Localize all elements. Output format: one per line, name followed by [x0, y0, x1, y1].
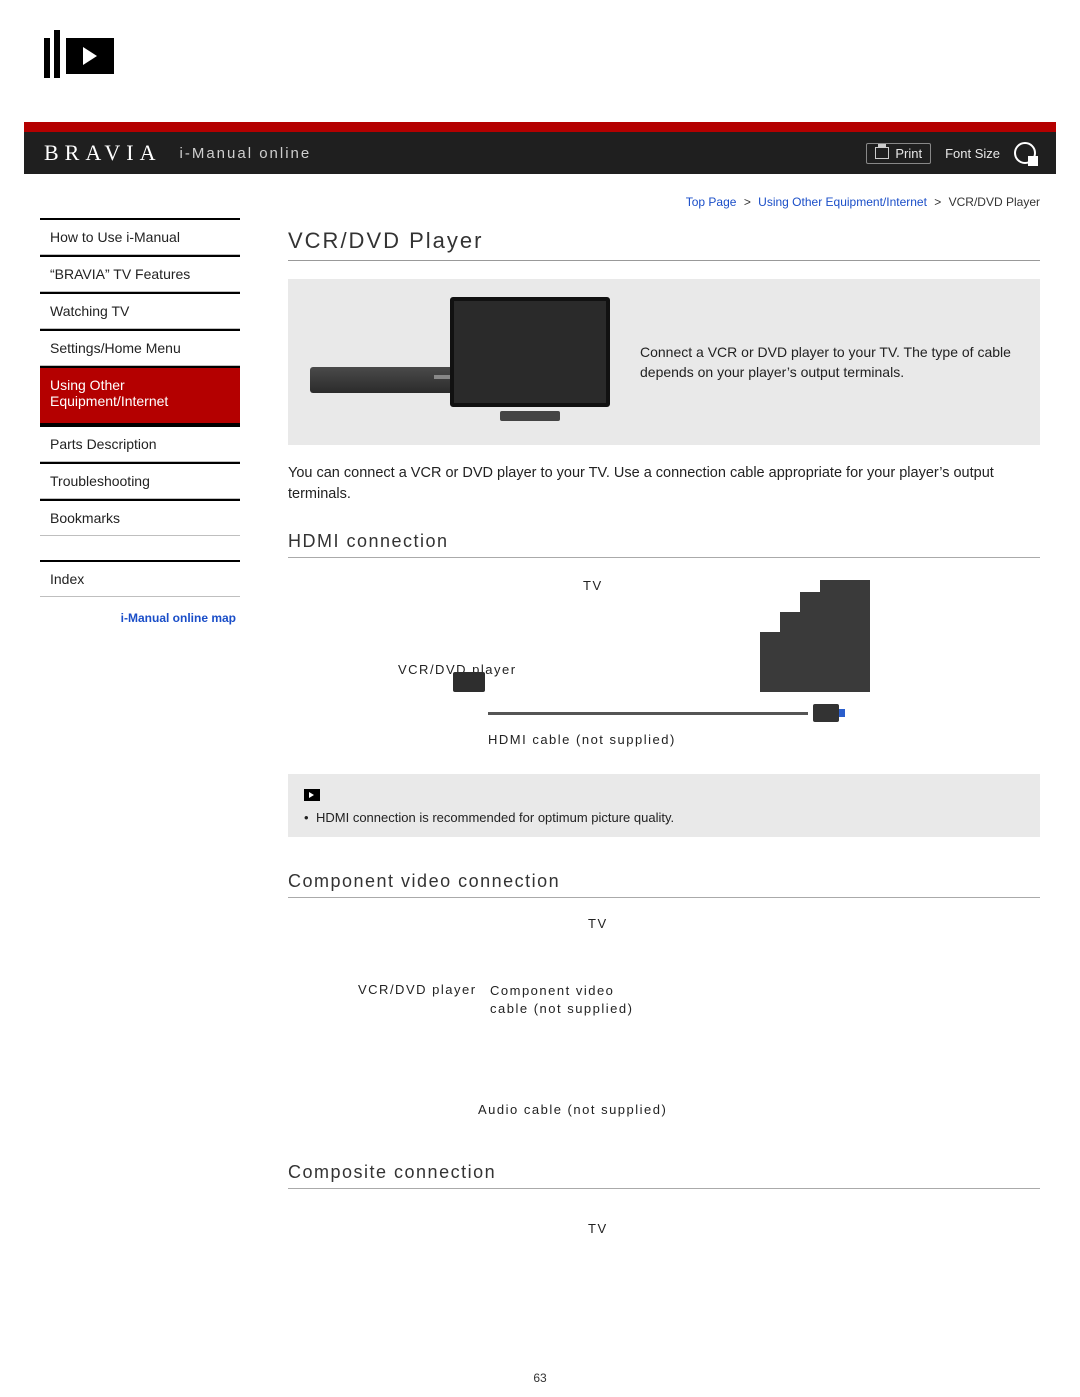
breadcrumb: Top Page > Using Other Equipment/Interne… [686, 195, 1040, 209]
sidebar-item-features[interactable]: “BRAVIA” TV Features [40, 255, 240, 292]
component-tv-label: TV [588, 916, 608, 931]
breadcrumb-leaf: VCR/DVD Player [949, 195, 1040, 209]
hdmi-tv-label: TV [583, 578, 603, 593]
sidebar-item-index[interactable]: Index [40, 560, 240, 597]
print-button[interactable]: Print [866, 143, 931, 164]
font-size-button[interactable]: Font Size [945, 146, 1000, 161]
breadcrumb-top[interactable]: Top Page [686, 195, 737, 209]
breadcrumb-sep: > [934, 195, 941, 209]
component-cable-label: Component video cable (not supplied) [490, 982, 650, 1018]
component-diagram: TV VCR/DVD player Component video cable … [288, 912, 1040, 1132]
print-label: Print [895, 146, 922, 161]
sidebar-item-how-to[interactable]: How to Use i-Manual [40, 218, 240, 255]
sidebar-item-settings[interactable]: Settings/Home Menu [40, 329, 240, 366]
page-title: VCR/DVD Player [288, 228, 1040, 261]
hdmi-tip-text: HDMI connection is recommended for optim… [316, 810, 674, 825]
hdmi-plug-icon [813, 704, 839, 722]
hdmi-cable-label: HDMI cable (not supplied) [488, 732, 676, 747]
hdmi-diagram: TV VCR/DVD player HDMI cable (not suppli… [288, 572, 1040, 762]
hdmi-cable-icon [488, 712, 808, 715]
sidebar-item-equipment[interactable]: Using Other Equipment/Internet [40, 366, 240, 425]
breadcrumb-sep: > [744, 195, 751, 209]
tv-rear-icon [760, 592, 870, 702]
intro-panel: Connect a VCR or DVD player to your TV. … [288, 279, 1040, 445]
intro-text: Connect a VCR or DVD player to your TV. … [640, 342, 1018, 383]
tv-stand-icon [500, 411, 560, 421]
composite-tv-label: TV [588, 1221, 608, 1236]
sidebar-item-watching[interactable]: Watching TV [40, 292, 240, 329]
content-area: VCR/DVD Player Connect a VCR or DVD play… [288, 228, 1040, 1273]
play-icon [66, 38, 114, 74]
accent-strip [24, 122, 1056, 132]
component-player-label: VCR/DVD player [358, 982, 477, 997]
component-heading: Component video connection [288, 871, 1040, 898]
sidebar-item-bookmarks[interactable]: Bookmarks [40, 499, 240, 536]
dvd-player-icon [310, 367, 470, 393]
globe-icon[interactable] [1014, 142, 1036, 164]
page-number: 63 [0, 1371, 1080, 1385]
hdmi-heading: HDMI connection [288, 531, 1040, 558]
composite-heading: Composite connection [288, 1162, 1040, 1189]
header-subtitle: i-Manual online [180, 145, 312, 162]
header-bar: BRAVIA i-Manual online Print Font Size [24, 132, 1056, 174]
print-icon [875, 147, 889, 159]
brand-label: BRAVIA [44, 140, 162, 166]
composite-diagram: TV [288, 1203, 1040, 1273]
component-audio-label: Audio cable (not supplied) [478, 1102, 667, 1117]
online-map-link[interactable]: i-Manual online map [40, 611, 240, 625]
sidebar-item-troubleshooting[interactable]: Troubleshooting [40, 462, 240, 499]
hdmi-tip-box: •HDMI connection is recommended for opti… [288, 774, 1040, 837]
brand-logo [44, 30, 134, 90]
sidebar-nav: How to Use i-Manual “BRAVIA” TV Features… [40, 218, 240, 625]
intro-illustration [310, 297, 610, 427]
tv-icon [450, 297, 610, 407]
sidebar-item-parts[interactable]: Parts Description [40, 425, 240, 462]
breadcrumb-mid[interactable]: Using Other Equipment/Internet [758, 195, 927, 209]
body-paragraph: You can connect a VCR or DVD player to y… [288, 463, 1040, 505]
dvd-mini-icon [453, 672, 485, 692]
tip-icon [304, 789, 320, 801]
